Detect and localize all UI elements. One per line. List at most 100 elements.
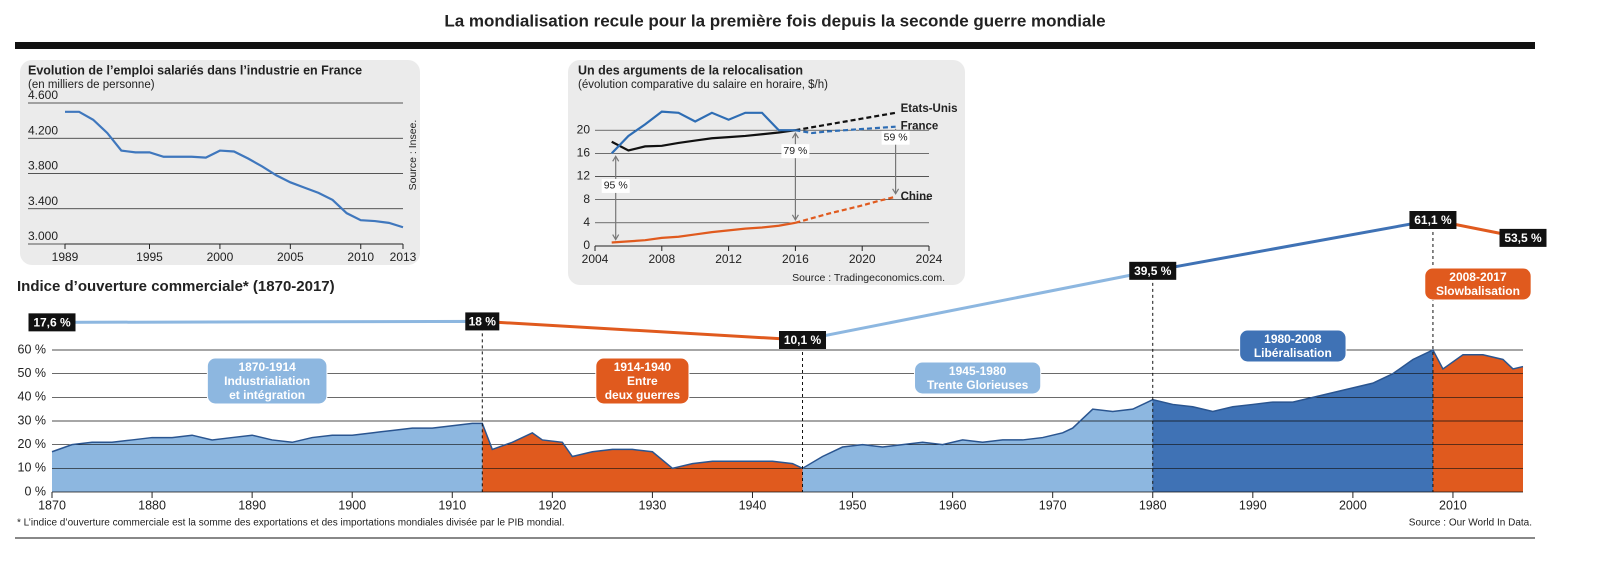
area-outline [51, 349, 1524, 470]
area [52, 350, 1523, 492]
y-tick-label: 30 % [18, 413, 47, 427]
line [610, 110, 796, 155]
x-tick-label: 1990 [1239, 498, 1267, 512]
period-text: Trente Glorieuses [927, 378, 1029, 392]
y-tick-label: 16 [577, 146, 591, 160]
x-tick-label: 1880 [138, 498, 166, 512]
projection-line [795, 195, 896, 224]
y-tick-label: 40 % [18, 390, 47, 404]
y-tick-label: 8 [583, 192, 590, 206]
trend-label: 53,5 % [1504, 231, 1542, 245]
trend-label: 17,6 % [33, 316, 71, 330]
x-tick-label: 1995 [136, 250, 163, 264]
period-text: Industrialiation [224, 374, 310, 388]
x-tick-label: 1930 [639, 498, 667, 512]
panel-subtitle: (en milliers de personne) [28, 79, 155, 91]
y-tick-label: 20 % [18, 437, 47, 451]
period-text: Libéralisation [1254, 346, 1332, 360]
period-text: deux guerres [605, 388, 681, 402]
trend-label-box [779, 331, 827, 349]
projection-line [795, 125, 896, 135]
x-tick-label: 2024 [916, 252, 943, 266]
period-title: 1945-1980 [949, 364, 1007, 378]
y-tick-label: 60 % [18, 342, 47, 356]
y-tick-label: 3.800 [28, 159, 58, 173]
period-box [914, 361, 1042, 395]
trend-label-box [1129, 261, 1177, 280]
x-tick-label: 2000 [1339, 498, 1367, 512]
period-box [1424, 267, 1532, 301]
annotation-label: 95 % [604, 180, 628, 192]
legend-label: Etats-Unis [901, 103, 958, 115]
footnote: * L’indice d’ouverture commerciale est l… [17, 518, 565, 529]
x-tick-label: 1920 [538, 498, 566, 512]
trend-label-box [1499, 228, 1547, 247]
period-title: 1870-1914 [238, 360, 296, 374]
x-tick-label: 2020 [849, 252, 876, 266]
y-tick-label: 4.200 [28, 123, 58, 137]
main-title: La mondialisation recule pour la premièr… [444, 11, 1105, 30]
legend-label: France [901, 121, 939, 133]
x-tick-label: 1960 [939, 498, 967, 512]
y-tick-label: 12 [577, 169, 591, 183]
line [65, 110, 404, 229]
line [611, 129, 796, 152]
period-title: 2008-2017 [1449, 270, 1507, 284]
x-tick-label: 1970 [1039, 498, 1067, 512]
x-tick-label: 1910 [438, 498, 466, 512]
period-box [206, 357, 328, 405]
period-box [1239, 329, 1347, 363]
x-tick-label: 1870 [38, 498, 66, 512]
arrow-head [612, 155, 620, 241]
x-tick-label: 2013 [390, 250, 417, 264]
annotation-label: 59 % [884, 131, 908, 143]
line [611, 221, 796, 244]
x-tick-label: 1900 [338, 498, 366, 512]
x-tick-label: 1950 [839, 498, 867, 512]
annotation-box [781, 144, 810, 159]
y-tick-label: 20 [577, 122, 591, 136]
x-tick-label: 2012 [715, 252, 742, 266]
y-tick-label: 3.400 [28, 194, 58, 208]
period-title: 1914-1940 [614, 360, 672, 374]
x-tick-label: 1980 [1139, 498, 1167, 512]
projection-line [795, 111, 896, 132]
x-tick-label: 2010 [347, 250, 374, 264]
x-tick-label: 2004 [582, 252, 609, 266]
panel-bg [20, 60, 420, 265]
panel-subtitle: (évolution comparative du salaire en hor… [578, 79, 828, 91]
trend-label: 61,1 % [1414, 213, 1452, 227]
x-tick-label: 1890 [238, 498, 266, 512]
period-text: Slowbalisation [1436, 284, 1520, 298]
arrow-head [791, 132, 799, 221]
trend-label-box [1409, 211, 1457, 229]
y-tick-label: 0 [583, 238, 590, 252]
trend-label-box [28, 313, 76, 332]
trend-label: 10,1 % [784, 333, 822, 347]
trend-label: 39,5 % [1134, 264, 1172, 278]
x-tick-label: 1989 [52, 250, 79, 264]
source: Source : Our World In Data. [1409, 518, 1532, 529]
source: Source : Tradingeconomics.com. [792, 272, 945, 284]
x-tick-label: 2000 [207, 250, 234, 264]
chart-title: Indice d’ouverture commerciale* (1870-20… [17, 278, 335, 295]
period-text: et intégration [229, 388, 305, 402]
panel-bg [568, 60, 965, 285]
y-tick-label: 0 % [24, 484, 46, 498]
panel-title: Un des arguments de la relocalisation [578, 63, 803, 77]
y-tick-label: 4.600 [28, 88, 58, 102]
annotation-box [881, 130, 910, 145]
y-tick-label: 50 % [18, 366, 47, 380]
annotation-box [601, 178, 630, 193]
period-title: 1980-2008 [1264, 332, 1322, 346]
annotation-label: 79 % [783, 145, 807, 157]
x-tick-label: 2008 [648, 252, 675, 266]
trend-label-box [465, 312, 500, 331]
y-tick-label: 4 [583, 215, 590, 229]
x-tick-label: 2005 [277, 250, 304, 264]
title-rule [15, 42, 1535, 49]
x-tick-label: 2010 [1439, 498, 1467, 512]
x-tick-label: 2016 [782, 252, 809, 266]
y-tick-label: 3.000 [28, 229, 58, 243]
